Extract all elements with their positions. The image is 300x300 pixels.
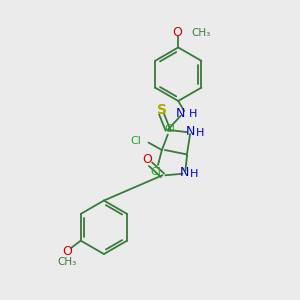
Text: H: H: [195, 128, 204, 138]
Text: O: O: [142, 153, 152, 166]
Text: Cl: Cl: [164, 124, 175, 134]
Text: S: S: [157, 103, 167, 118]
Text: O: O: [172, 26, 182, 39]
Text: O: O: [62, 245, 72, 258]
Text: CH₃: CH₃: [58, 257, 77, 267]
Text: N: N: [185, 125, 195, 138]
Text: H: H: [190, 169, 199, 179]
Text: CH₃: CH₃: [192, 28, 211, 38]
Text: H: H: [189, 109, 197, 119]
Text: N: N: [180, 167, 190, 179]
Text: Cl: Cl: [151, 167, 161, 177]
Text: Cl: Cl: [130, 136, 141, 146]
Text: N: N: [176, 107, 185, 120]
